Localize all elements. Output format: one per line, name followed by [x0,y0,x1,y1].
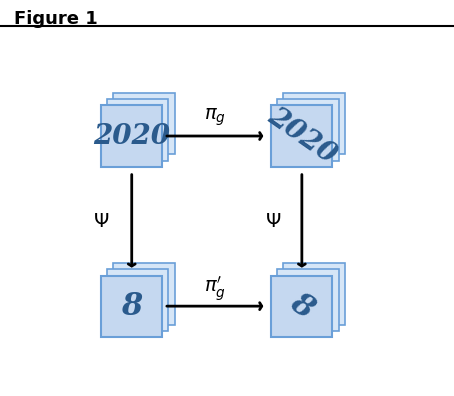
Bar [277,269,339,331]
Text: Figure 1: Figure 1 [14,10,97,28]
Bar [107,269,168,331]
Bar [114,263,175,324]
Text: 2020: 2020 [262,103,341,169]
Text: 2020: 2020 [93,122,170,150]
Text: $\Psi$: $\Psi$ [93,211,109,230]
Bar [271,276,332,337]
Bar [114,93,175,154]
Bar [107,99,168,160]
Text: 8: 8 [284,287,320,325]
Bar [101,276,163,337]
Bar [283,93,345,154]
Bar [283,263,345,324]
Text: 8: 8 [121,291,143,322]
Bar [277,99,339,160]
Text: $\pi_g'$: $\pi_g'$ [204,275,226,303]
Text: $\Psi$: $\Psi$ [265,211,281,230]
Text: $\pi_g$: $\pi_g$ [204,107,226,128]
Bar [271,105,332,167]
Bar [101,105,163,167]
